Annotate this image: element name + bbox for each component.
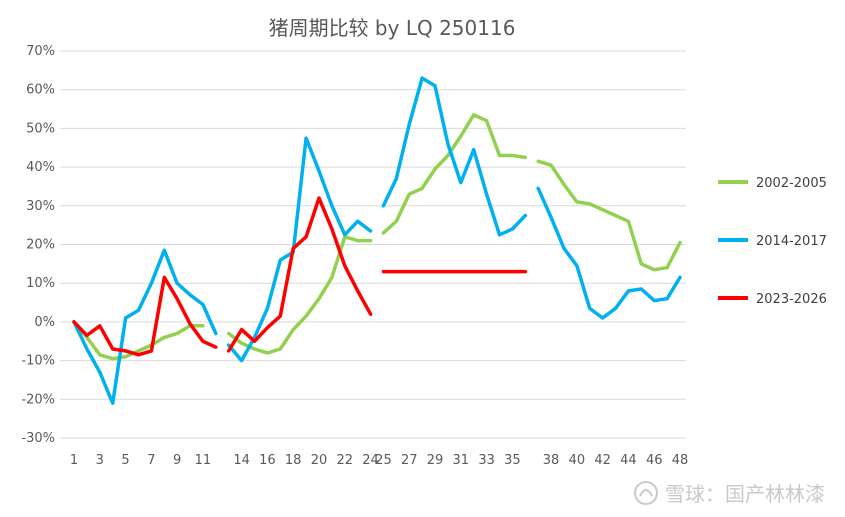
legend-label: 2014-2017 — [756, 234, 827, 249]
x-tick-label: 24 — [362, 453, 379, 468]
x-tick-label: 42 — [594, 453, 611, 468]
gridlines — [60, 50, 686, 439]
x-tick-label: 14 — [233, 453, 250, 468]
x-tick-label: 48 — [672, 453, 689, 468]
series-line-2002-2005 — [226, 235, 373, 355]
x-tick-label: 27 — [401, 453, 418, 468]
x-tick-label: 11 — [195, 453, 212, 468]
y-tick-label: -20% — [21, 392, 55, 407]
watermark: 雪球：国产林林漆 — [633, 478, 825, 507]
x-tick-label: 7 — [147, 453, 155, 468]
series-line-2014-2017 — [381, 76, 528, 237]
series-line-2023-2026 — [226, 196, 373, 353]
x-tick-label: 38 — [543, 453, 560, 468]
series-line-2014-2017 — [226, 136, 373, 363]
watermark-text: 雪球：国产林林漆 — [665, 482, 825, 506]
x-tick-label: 22 — [336, 453, 353, 468]
series-line-2002-2005 — [381, 113, 528, 235]
y-tick-label: 20% — [26, 238, 55, 253]
y-tick-label: 0% — [34, 315, 55, 330]
series-lines — [72, 76, 682, 405]
y-tick-label: 40% — [26, 160, 55, 175]
x-tick-label: 18 — [285, 453, 302, 468]
x-tick-label: 9 — [173, 453, 181, 468]
snowball-logo-icon — [634, 480, 658, 505]
x-tick-label: 33 — [478, 453, 495, 468]
legend-label: 2023-2026 — [756, 292, 827, 307]
legend-label: 2002-2005 — [756, 176, 827, 191]
y-tick-label: -10% — [21, 354, 55, 369]
series-line-2002-2005 — [536, 159, 682, 272]
y-tick-label: 50% — [26, 121, 55, 136]
x-tick-label: 29 — [427, 453, 444, 468]
y-tick-label: 60% — [26, 83, 55, 98]
y-axis-ticks: -30% -20% -10% 0% 10% 20% 30% 40% 50% 60% 70% — [21, 44, 55, 446]
chart-title: 猪周期比较 by LQ 250116 — [269, 16, 516, 40]
x-tick-label: 1 — [70, 453, 78, 468]
x-tick-label: 40 — [569, 453, 586, 468]
x-tick-label: 5 — [121, 453, 129, 468]
series-line-2023-2026 — [72, 275, 218, 357]
x-tick-label: 20 — [311, 453, 328, 468]
x-tick-label: 16 — [259, 453, 276, 468]
x-tick-label: 46 — [646, 453, 663, 468]
x-tick-label: 25 — [375, 453, 392, 468]
legend: 2002-2005 2014-2017 2023-2026 — [718, 176, 827, 307]
y-tick-label: -30% — [21, 431, 55, 446]
x-tick-label: 44 — [620, 453, 637, 468]
series-line-2002-2005 — [72, 320, 205, 361]
y-tick-label: 70% — [26, 44, 55, 59]
series-line-2014-2017 — [536, 186, 682, 320]
y-tick-label: 30% — [26, 199, 55, 214]
y-tick-label: 10% — [26, 276, 55, 291]
x-tick-label: 31 — [453, 453, 470, 468]
x-tick-label: 3 — [96, 453, 104, 468]
x-tick-label: 35 — [504, 453, 521, 468]
series-line-2014-2017 — [72, 248, 218, 405]
